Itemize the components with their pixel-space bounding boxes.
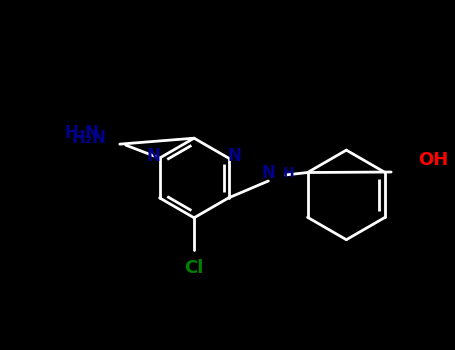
- Text: N: N: [147, 147, 161, 165]
- Text: N: N: [262, 164, 275, 182]
- Text: N: N: [228, 147, 242, 165]
- Text: Cl: Cl: [184, 259, 204, 276]
- Text: H: H: [282, 166, 294, 180]
- Text: OH: OH: [418, 151, 448, 169]
- Text: H₂N: H₂N: [65, 124, 100, 142]
- Text: H₂N: H₂N: [72, 129, 107, 147]
